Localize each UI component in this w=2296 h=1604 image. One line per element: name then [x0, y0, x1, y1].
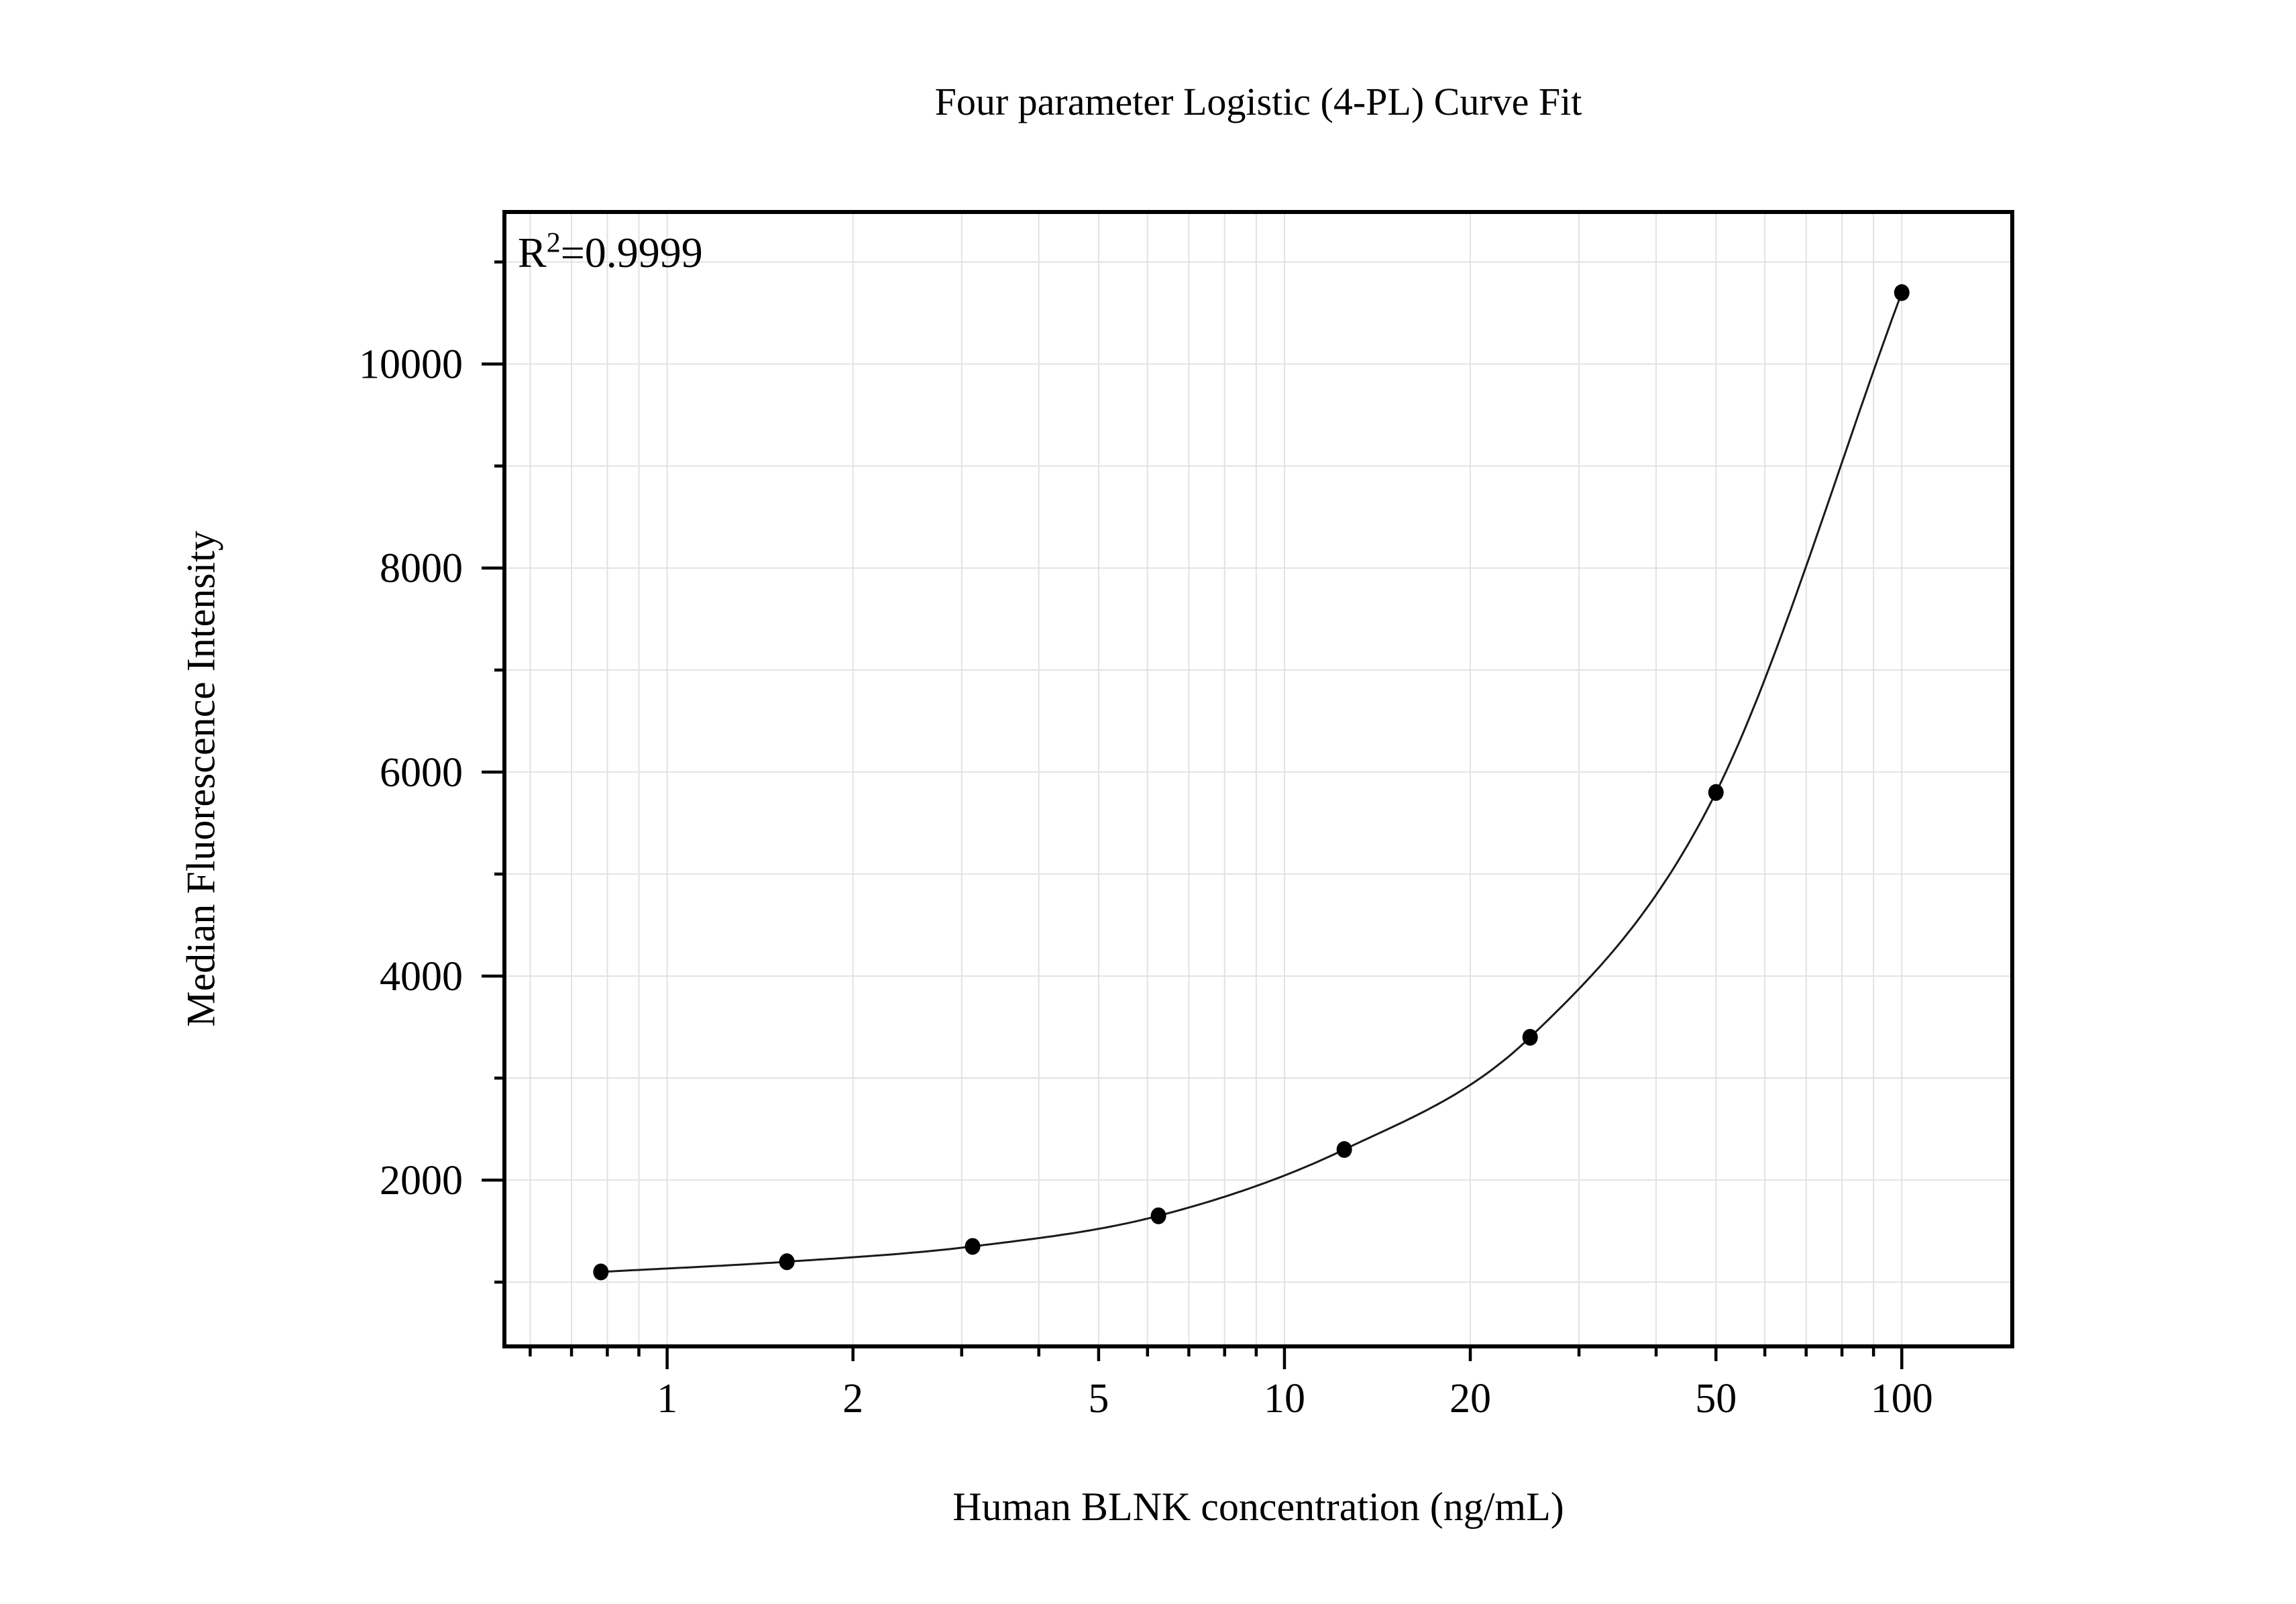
y-tick-label: 2000: [380, 1158, 463, 1204]
r-squared-annotation: R2=0.9999: [518, 228, 703, 278]
r-squared-base: R: [518, 229, 547, 276]
data-point: [1708, 784, 1724, 801]
r-squared-value: =0.9999: [560, 229, 703, 276]
data-point: [779, 1253, 795, 1271]
y-tick-label: 4000: [380, 954, 463, 1000]
x-tick-label: 50: [1695, 1376, 1737, 1422]
data-point: [593, 1263, 609, 1281]
fit-curve: [600, 292, 1903, 1273]
data-point: [965, 1238, 981, 1255]
r-squared-exponent: 2: [546, 227, 561, 259]
data-point: [1336, 1141, 1352, 1159]
data-point: [1522, 1028, 1538, 1046]
y-tick-label: 10000: [359, 342, 463, 388]
x-tick-label: 1: [657, 1376, 677, 1422]
data-point: [1150, 1207, 1166, 1224]
x-tick-label: 100: [1871, 1376, 1933, 1422]
chart-title: Four parameter Logistic (4-PL) Curve Fit: [934, 80, 1582, 123]
y-axis-title: Median Fluorescence Intensity: [178, 531, 223, 1027]
x-tick-label: 2: [842, 1376, 863, 1422]
data-point: [1894, 284, 1910, 301]
plot-border: [502, 210, 2014, 1348]
y-tick-label: 6000: [380, 750, 463, 796]
x-tick-label: 20: [1450, 1376, 1491, 1422]
y-tick-label: 8000: [380, 546, 463, 592]
x-tick-label: 10: [1264, 1376, 1305, 1422]
x-axis-title: Human BLNK concentration (ng/mL): [952, 1485, 1564, 1529]
x-tick-label: 5: [1088, 1376, 1109, 1422]
